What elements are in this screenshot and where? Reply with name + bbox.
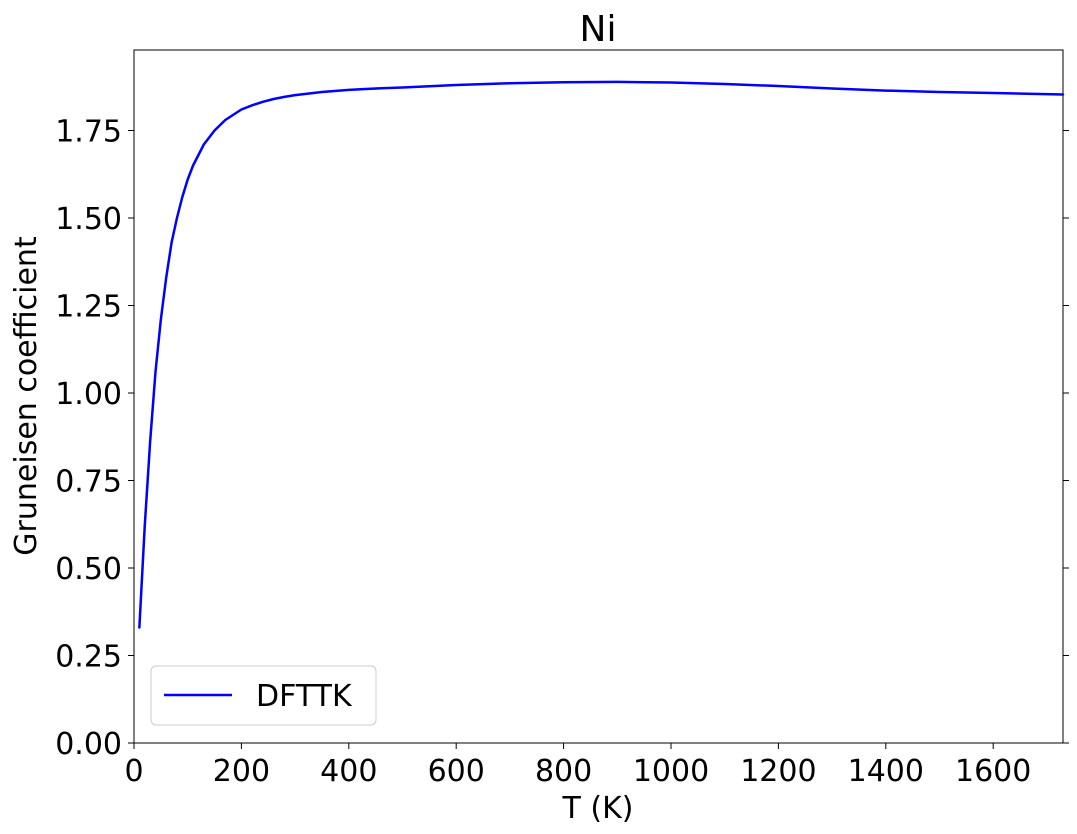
x-tick-label: 1400 <box>848 754 924 789</box>
y-tick-label: 1.25 <box>55 290 122 325</box>
x-tick-label: 0 <box>124 754 143 789</box>
y-tick-label: 0.75 <box>55 465 122 500</box>
plot-area <box>133 49 1064 744</box>
y-tick-label: 0.25 <box>55 640 122 675</box>
chart-title: Ni <box>580 9 617 50</box>
y-tick-label: 1.50 <box>55 202 122 237</box>
x-tick-label: 1000 <box>633 754 709 789</box>
y-tick-label: 1.00 <box>55 377 122 412</box>
right-axis-ticks <box>1063 130 1069 744</box>
legend-entry-dfttk: DFTTK <box>256 679 353 714</box>
legend: DFTTK <box>150 665 377 726</box>
y-tick-label: 0.00 <box>55 727 122 762</box>
series-layer <box>138 80 1065 629</box>
x-tick-label: 1200 <box>740 754 816 789</box>
x-tick-label: 800 <box>535 754 592 789</box>
legend-frame <box>150 665 377 726</box>
y-tick-label: 0.50 <box>55 552 122 587</box>
y-tick-label: 1.75 <box>55 115 122 150</box>
x-tick-label: 1600 <box>955 754 1031 789</box>
y-axis-label: Gruneisen coefficient <box>9 236 44 556</box>
x-axis-label: T (K) <box>562 791 634 826</box>
x-tick-label: 200 <box>213 754 270 789</box>
series-line-dfttk <box>138 80 1065 629</box>
y-axis: 0.00 0.25 0.50 0.75 1.00 1.25 1.50 1.75 <box>55 115 134 762</box>
x-tick-label: 400 <box>320 754 377 789</box>
x-tick-label: 600 <box>428 754 485 789</box>
x-axis: 0 200 400 600 800 1000 1200 1400 1600 <box>124 743 1031 789</box>
